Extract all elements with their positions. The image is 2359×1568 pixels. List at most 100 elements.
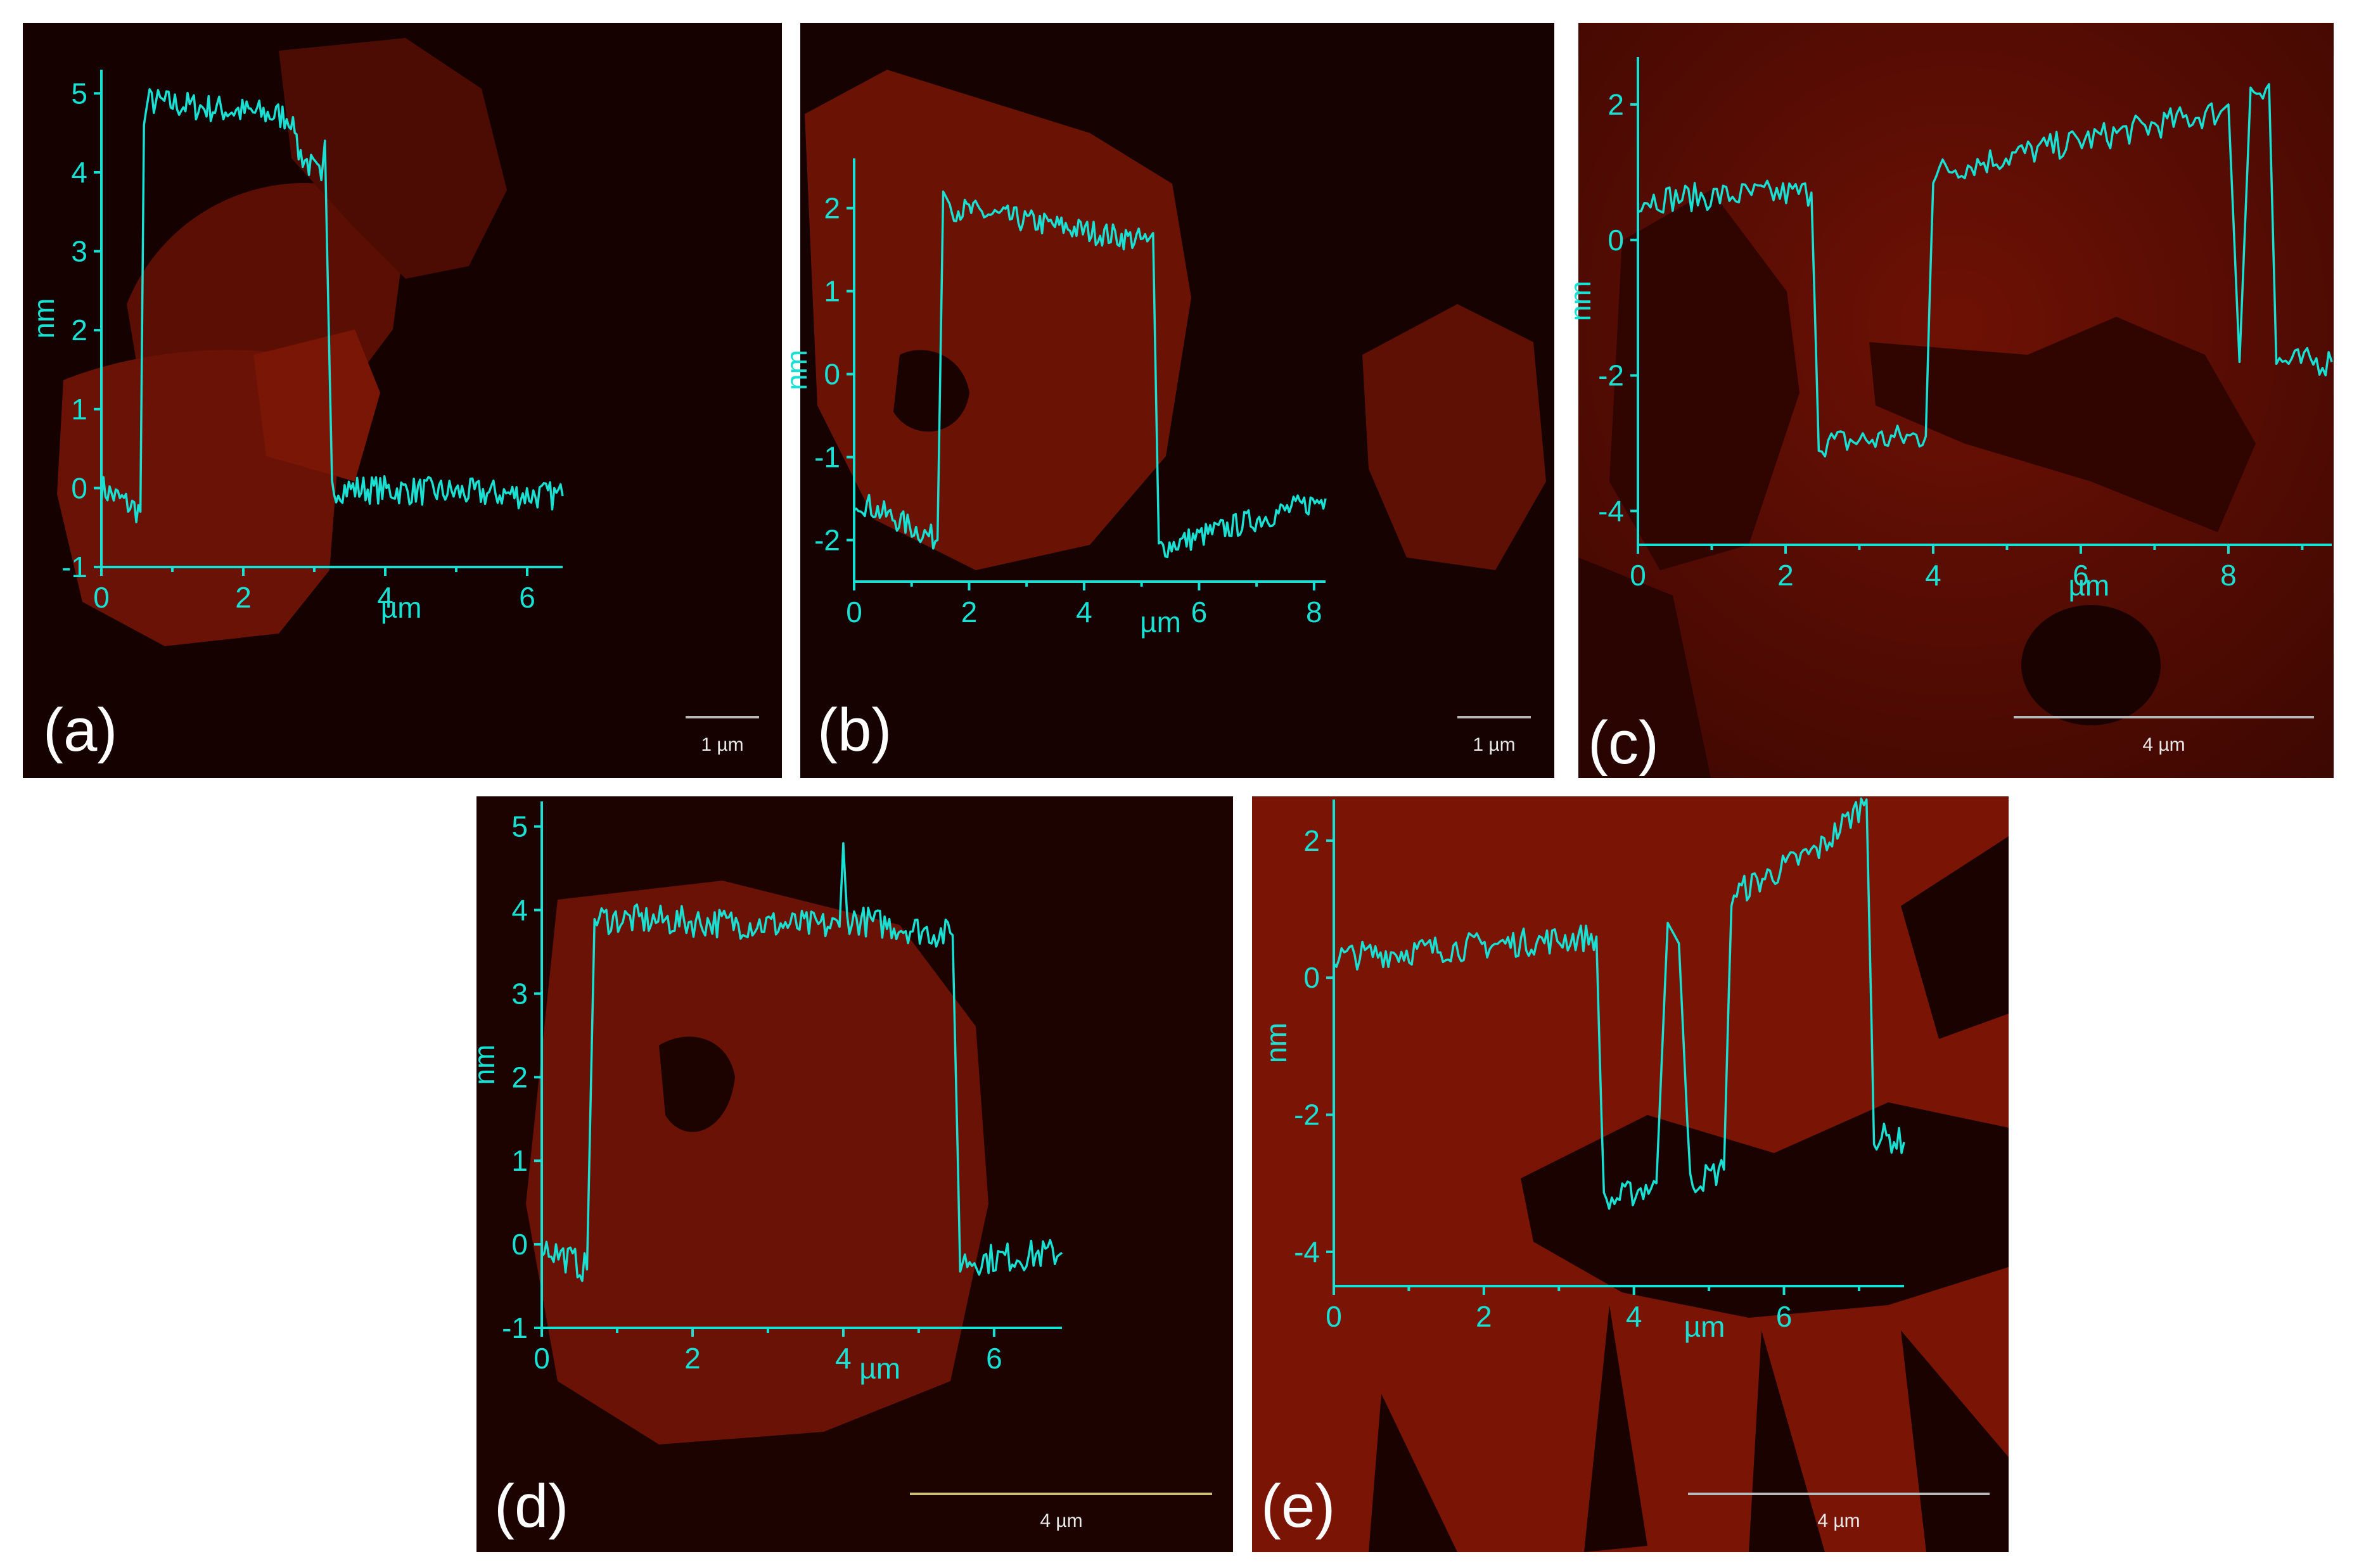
y-tick-label: 4 — [71, 156, 87, 189]
x-tick-label: 2 — [1777, 559, 1794, 592]
panel-label-b: (b) — [817, 696, 892, 764]
y-tick-label: 1 — [511, 1144, 528, 1177]
panel-e: (e) 4 µm -4 -2 0 2 0 2 4 6 µm nm — [1252, 796, 2009, 1552]
y-tick-label: 2 — [71, 314, 87, 347]
x-axis-title: µm — [1140, 606, 1181, 639]
y-tick-label: 2 — [511, 1061, 528, 1093]
x-tick-label: 6 — [2073, 559, 2089, 592]
y-tick-label: 5 — [511, 810, 528, 843]
y-tick-label: 2 — [1303, 824, 1320, 857]
x-axis-title: µm — [381, 591, 422, 624]
x-tick-label: 0 — [534, 1342, 550, 1375]
panel-b: (b) 1 µm -2 -1 0 1 2 0 2 4 6 8 µm nm — [780, 23, 1554, 778]
y-tick-label: 3 — [511, 977, 528, 1010]
y-tick-label: -1 — [61, 551, 87, 583]
flake-c-1 — [1609, 190, 1800, 570]
flake-b-2 — [1362, 304, 1546, 570]
height-profile-line — [100, 88, 564, 524]
flake-e-1 — [1521, 1102, 2009, 1318]
x-tick-label: 2 — [1476, 1300, 1492, 1333]
x-tick-label: 0 — [1326, 1300, 1342, 1333]
scale-bar-label-d: 4 µm — [1040, 1510, 1082, 1531]
panel-label-c: (c) — [1588, 709, 1659, 777]
x-tick-label: 6 — [519, 581, 535, 614]
profile-chart-e: -4 -2 0 2 0 2 4 6 µm nm — [1260, 797, 1905, 1343]
flake-e-4 — [1901, 1330, 2009, 1552]
x-tick-label: 4 — [1626, 1300, 1642, 1333]
y-tick-label: 1 — [824, 275, 840, 308]
flake-e-3 — [1749, 1330, 1825, 1552]
panel-c: (c) 4 µm -4 -2 0 2 0 2 4 6 8 µm nm — [1564, 23, 2334, 778]
y-tick-label: 0 — [824, 358, 840, 391]
y-axis-title: nm — [780, 350, 813, 390]
y-axis-title: nm — [468, 1045, 501, 1085]
x-tick-label: 8 — [2220, 559, 2237, 592]
y-tick-label: 2 — [824, 192, 840, 225]
flake-c-3 — [1578, 558, 1711, 778]
flake-d-1 — [526, 881, 988, 1444]
y-axis-title: nm — [1260, 1023, 1293, 1063]
x-tick-label: 0 — [1630, 559, 1646, 592]
flake-a-4 — [253, 329, 380, 481]
panel-label-a: (a) — [43, 696, 117, 764]
y-tick-label: -1 — [814, 441, 840, 474]
profile-chart-c: -4 -2 0 2 0 2 4 6 8 µm nm — [1564, 57, 2333, 602]
y-tick-label: -2 — [1598, 359, 1624, 392]
profile-chart-b: -2 -1 0 1 2 0 2 4 6 8 µm nm — [780, 158, 1327, 639]
x-tick-label: 0 — [846, 596, 862, 628]
panel-label-e: (e) — [1261, 1472, 1335, 1540]
height-profile-line — [853, 190, 1327, 559]
x-tick-label: 2 — [684, 1342, 701, 1375]
x-tick-label: 4 — [1076, 596, 1092, 628]
x-tick-label: 8 — [1306, 596, 1322, 628]
flake-b-hole — [893, 350, 969, 432]
flake-c-2 — [1869, 317, 2256, 532]
x-tick-label: 2 — [961, 596, 978, 628]
flake-e-2 — [1584, 1305, 1647, 1552]
height-profile-line — [1333, 797, 1905, 1210]
y-tick-label: -2 — [814, 524, 840, 557]
y-tick-label: 1 — [71, 393, 87, 426]
y-tick-label: -4 — [1294, 1235, 1320, 1268]
y-tick-label: 5 — [71, 77, 87, 110]
x-tick-label: 2 — [235, 581, 252, 614]
x-tick-label: 4 — [1925, 559, 1941, 592]
x-tick-label: 6 — [1776, 1300, 1793, 1333]
y-tick-label: 3 — [71, 235, 87, 268]
x-tick-label: 4 — [377, 581, 393, 614]
scale-bar-label-a: 1 µm — [701, 734, 743, 755]
y-tick-label: 2 — [1608, 88, 1624, 121]
scale-bar-label-c: 4 µm — [2142, 734, 2185, 755]
flake-d-hole — [659, 1036, 735, 1132]
flake-b-1 — [805, 70, 1191, 570]
x-tick-label: 0 — [93, 581, 110, 614]
y-tick-label: 0 — [1608, 224, 1624, 257]
y-tick-label: -4 — [1598, 495, 1624, 528]
height-profile-line — [1637, 83, 2333, 458]
x-tick-label: 6 — [1191, 596, 1208, 628]
scale-bar-label-b: 1 µm — [1473, 734, 1515, 755]
y-tick-label: 0 — [1303, 961, 1320, 994]
height-profile-line — [540, 842, 1063, 1282]
x-tick-label: 4 — [835, 1342, 852, 1375]
x-tick-label: 6 — [986, 1342, 1002, 1375]
flake-c-hole — [2021, 605, 2161, 725]
y-tick-label: 0 — [511, 1228, 528, 1261]
y-tick-label: 4 — [511, 893, 528, 926]
flake-e-5 — [1369, 1394, 1457, 1552]
x-axis-title: µm — [859, 1352, 900, 1385]
y-axis-title: nm — [1564, 281, 1597, 321]
panel-label-d: (d) — [494, 1472, 568, 1540]
x-axis-title: µm — [2068, 569, 2109, 602]
scale-bar-label-e: 4 µm — [1817, 1510, 1860, 1531]
flake-a-2 — [279, 38, 507, 279]
y-tick-label: 0 — [71, 471, 87, 504]
x-axis-title: µm — [1684, 1310, 1725, 1343]
y-axis-title: nm — [27, 298, 60, 339]
y-tick-label: -2 — [1294, 1099, 1320, 1131]
